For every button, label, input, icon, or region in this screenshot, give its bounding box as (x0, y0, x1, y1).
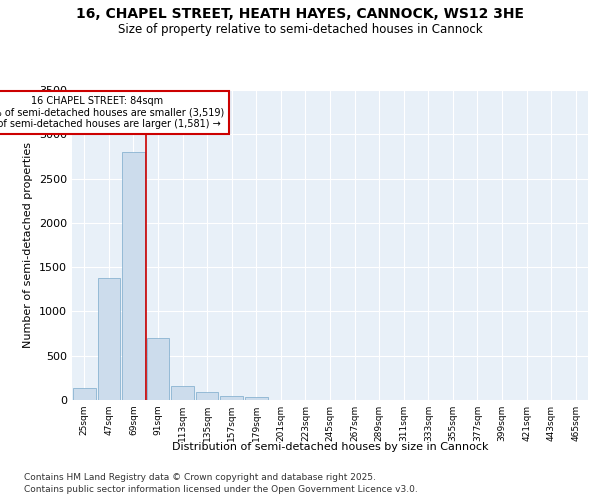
Bar (122, 152, 145, 400)
Bar (171, 386, 194, 400)
Bar (196, 392, 218, 400)
Text: 16, CHAPEL STREET, HEATH HAYES, CANNOCK, WS12 3HE: 16, CHAPEL STREET, HEATH HAYES, CANNOCK,… (76, 8, 524, 22)
Text: Distribution of semi-detached houses by size in Cannock: Distribution of semi-detached houses by … (172, 442, 488, 452)
Bar (220, 396, 243, 400)
Bar (73, 388, 95, 400)
Text: Contains public sector information licensed under the Open Government Licence v3: Contains public sector information licen… (24, 485, 418, 494)
Bar (245, 398, 268, 400)
Bar (98, 278, 120, 400)
Text: 16 CHAPEL STREET: 84sqm
← 67% of semi-detached houses are smaller (3,519)
30% of: 16 CHAPEL STREET: 84sqm ← 67% of semi-de… (0, 96, 224, 130)
Text: Contains HM Land Registry data © Crown copyright and database right 2025.: Contains HM Land Registry data © Crown c… (24, 472, 376, 482)
Text: Size of property relative to semi-detached houses in Cannock: Size of property relative to semi-detach… (118, 22, 482, 36)
Y-axis label: Number of semi-detached properties: Number of semi-detached properties (23, 142, 34, 348)
Bar (146, 338, 169, 400)
